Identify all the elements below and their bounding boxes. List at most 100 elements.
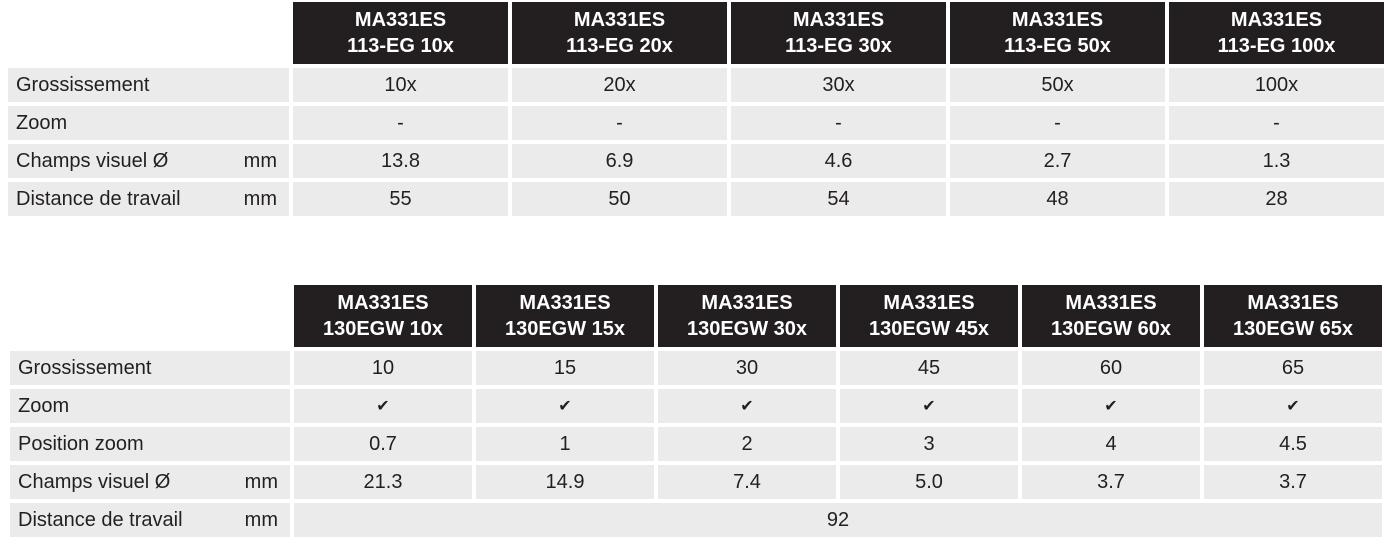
- label-text: Champs visuel Ø: [18, 470, 171, 493]
- cell: 60: [1022, 351, 1200, 385]
- header-row: MA331ES 130EGW 10x MA331ES 130EGW 15x MA331E…: [10, 285, 1382, 347]
- column-header: MA331ES 130EGW 30x: [658, 285, 836, 347]
- unit: mm: [243, 149, 277, 172]
- cell: -: [731, 106, 946, 140]
- column-header: MA331ES 130EGW 60x: [1022, 285, 1200, 347]
- cell: -: [512, 106, 727, 140]
- cell: 48: [950, 182, 1165, 216]
- cell: 14.9: [476, 465, 654, 499]
- cell: 45: [840, 351, 1018, 385]
- model-variant: 130EGW 30x: [686, 318, 808, 340]
- column-header: MA331ES 130EGW 65x: [1204, 285, 1382, 347]
- cell: -: [293, 106, 508, 140]
- cell: 3: [840, 427, 1018, 461]
- row-label: Distance de travail mm: [10, 503, 290, 537]
- blank-header: [8, 2, 289, 64]
- label-text: Champs visuel Ø: [16, 149, 169, 172]
- cell: 65: [1204, 351, 1382, 385]
- column-header: MA331ES 113-EG 20x: [512, 2, 727, 64]
- cell: 1.3: [1169, 144, 1384, 178]
- cell: 1: [476, 427, 654, 461]
- table-row: Zoom - - - - -: [8, 106, 1384, 140]
- model-name: MA331ES: [1230, 9, 1323, 31]
- label-text: Grossissement: [16, 73, 150, 96]
- row-label: Champs visuel Ø mm: [10, 465, 290, 499]
- unit: mm: [244, 470, 278, 493]
- cell: 10x: [293, 68, 508, 102]
- cell: -: [1169, 106, 1384, 140]
- cell: 5.0: [840, 465, 1018, 499]
- cell: 3.7: [1022, 465, 1200, 499]
- column-header: MA331ES 113-EG 30x: [731, 2, 946, 64]
- spec-table: MA331ES 130EGW 10x MA331ES 130EGW 15x MA331E…: [6, 281, 1386, 541]
- header-row: MA331ES 113-EG 10x MA331ES 113-EG 20x MA331E…: [8, 2, 1384, 64]
- row-label: Distance de travail mm: [8, 182, 289, 216]
- spec-table: MA331ES 113-EG 10x MA331ES 113-EG 20x MA331E…: [4, 0, 1388, 220]
- cell: 2.7: [950, 144, 1165, 178]
- cell: 50: [512, 182, 727, 216]
- model-name: MA331ES: [1065, 292, 1157, 314]
- model-name: MA331ES: [519, 292, 611, 314]
- label-text: Distance de travail: [16, 187, 181, 210]
- cell: ✔: [294, 389, 472, 423]
- cell: 7.4: [658, 465, 836, 499]
- cell: 20x: [512, 68, 727, 102]
- cell: 28: [1169, 182, 1384, 216]
- cell: ✔: [658, 389, 836, 423]
- row-label: Grossissement: [8, 68, 289, 102]
- table-row: Distance de travail mm 92: [10, 503, 1382, 537]
- cell: 10: [294, 351, 472, 385]
- cell: 4: [1022, 427, 1200, 461]
- model-variant: 113-EG 50x: [1004, 35, 1111, 57]
- label-text: Zoom: [16, 111, 68, 134]
- table-row: Zoom ✔ ✔ ✔ ✔ ✔ ✔: [10, 389, 1382, 423]
- model-name: MA331ES: [354, 9, 447, 31]
- cell: 3.7: [1204, 465, 1382, 499]
- model-variant: 130EGW 10x: [322, 318, 444, 340]
- row-label: Grossissement: [10, 351, 290, 385]
- cell: 30x: [731, 68, 946, 102]
- unit: mm: [243, 187, 277, 210]
- model-variant: 130EGW 60x: [1050, 318, 1172, 340]
- cell: ✔: [1022, 389, 1200, 423]
- model-name: MA331ES: [1011, 9, 1104, 31]
- model-name: MA331ES: [883, 292, 975, 314]
- cell: 30: [658, 351, 836, 385]
- row-label: Zoom: [10, 389, 290, 423]
- label-text: Distance de travail: [18, 508, 183, 531]
- cell: ✔: [1204, 389, 1382, 423]
- cell: 15: [476, 351, 654, 385]
- cell: 92: [294, 503, 1382, 537]
- column-header: MA331ES 113-EG 50x: [950, 2, 1165, 64]
- label-text: Zoom: [18, 394, 70, 417]
- cell: ✔: [476, 389, 654, 423]
- blank-header: [10, 285, 290, 347]
- cell: 2: [658, 427, 836, 461]
- model-name: MA331ES: [701, 292, 793, 314]
- table-row: Champs visuel Ø mm 13.8 6.9 4.6 2.7 1.3: [8, 144, 1384, 178]
- label-text: Position zoom: [18, 432, 144, 455]
- model-name: MA331ES: [337, 292, 429, 314]
- table-row: Position zoom 0.7 1 2 3 4 4.5: [10, 427, 1382, 461]
- model-variant: 113-EG 20x: [566, 35, 673, 57]
- cell: 13.8: [293, 144, 508, 178]
- cell: ✔: [840, 389, 1018, 423]
- cell: 50x: [950, 68, 1165, 102]
- unit: mm: [244, 508, 278, 531]
- model-variant: 130EGW 65x: [1232, 318, 1354, 340]
- cell: 0.7: [294, 427, 472, 461]
- model-variant: 130EGW 15x: [504, 318, 626, 340]
- cell: 4.6: [731, 144, 946, 178]
- row-label: Champs visuel Ø mm: [8, 144, 289, 178]
- column-header: MA331ES 130EGW 45x: [840, 285, 1018, 347]
- column-header: MA331ES 113-EG 10x: [293, 2, 508, 64]
- model-name: MA331ES: [573, 9, 666, 31]
- cell: 4.5: [1204, 427, 1382, 461]
- cell: -: [950, 106, 1165, 140]
- table-row: Grossissement 10 15 30 45 60 65: [10, 351, 1382, 385]
- row-label: Position zoom: [10, 427, 290, 461]
- column-header: MA331ES 130EGW 10x: [294, 285, 472, 347]
- model-variant: 113-EG 100x: [1217, 35, 1336, 57]
